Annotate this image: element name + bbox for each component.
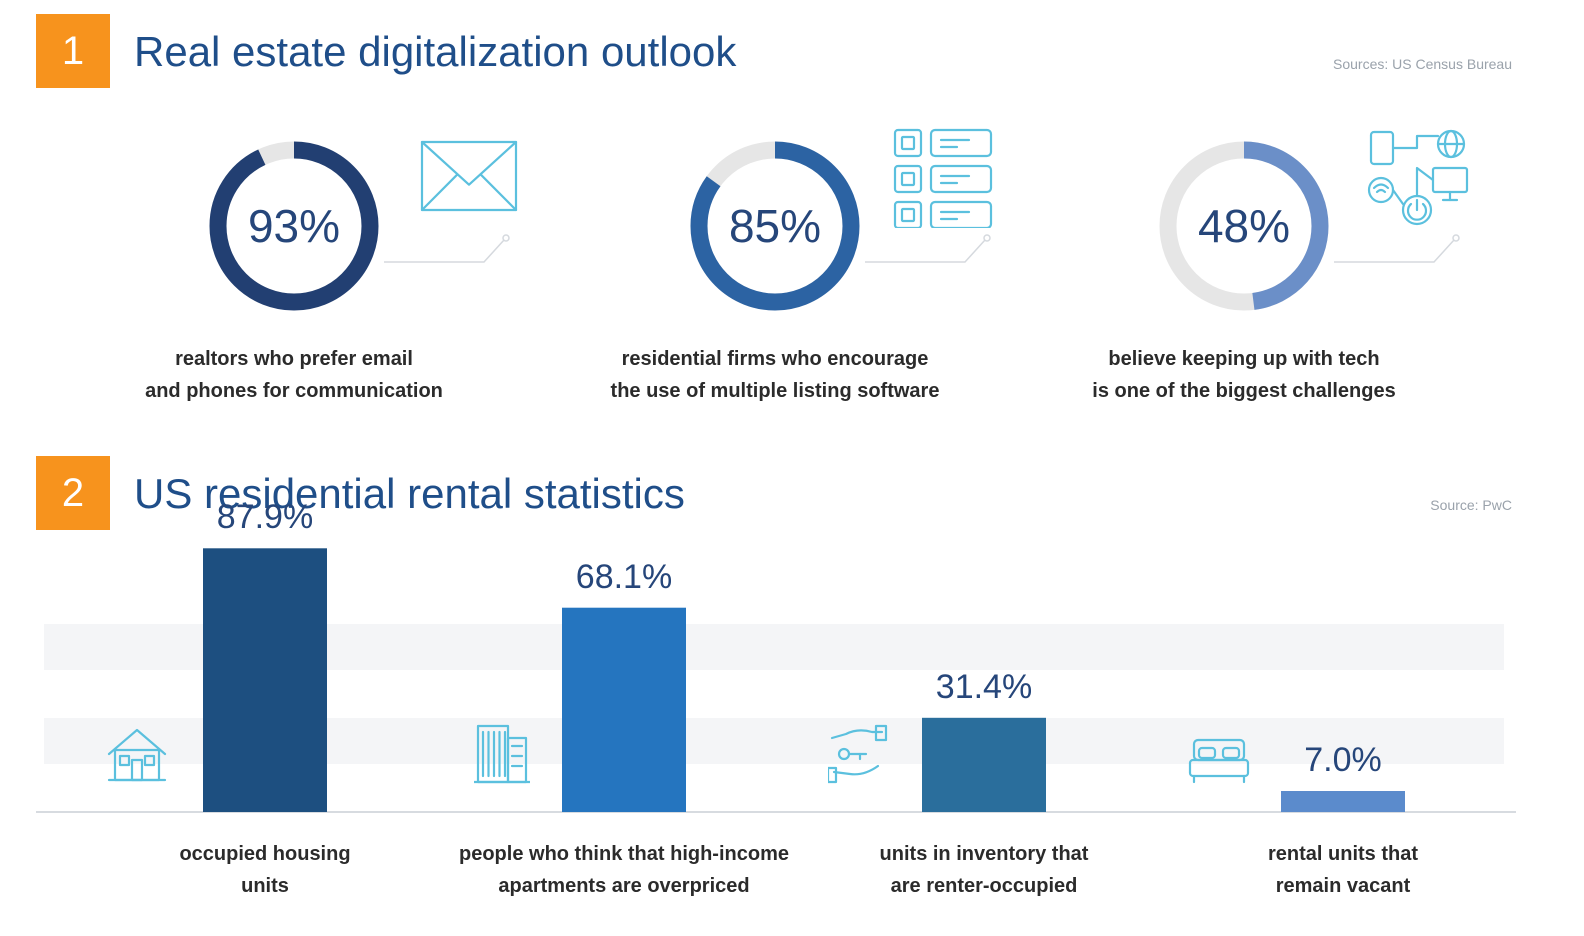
donut-arc xyxy=(209,141,379,311)
bar-value-label: 87.9% xyxy=(216,498,314,537)
connector-line xyxy=(1334,234,1460,263)
bar-category-label: rental units that remain vacant xyxy=(1267,843,1418,897)
bar xyxy=(203,548,327,812)
bar-category-label: units in inventory that are renter-occupi… xyxy=(879,843,1089,897)
bar-category-label: people who think that high-income apartme… xyxy=(459,843,789,897)
stat-donut: 85% xyxy=(683,134,867,318)
stat-percentage: 48% xyxy=(1197,200,1291,252)
bar-value-label: 31.4% xyxy=(935,667,1033,706)
stat-percentage: 85% xyxy=(728,200,822,252)
bar-value-label: 7.0% xyxy=(1304,741,1382,779)
rental-statistics-bar-chart xyxy=(36,548,1516,813)
bar xyxy=(922,717,1046,812)
bed-icon xyxy=(1188,738,1250,784)
section-title: Real estate digitalization outlook xyxy=(134,28,737,75)
connector-line xyxy=(865,234,991,263)
donut-arc xyxy=(690,141,860,311)
stat-donut: 48% xyxy=(1152,134,1336,318)
stat-percentage: 93% xyxy=(247,200,341,252)
section-title: US residential rental statistics xyxy=(134,470,685,517)
listing-software-icon xyxy=(893,128,993,228)
source-note: Source: PwC xyxy=(1430,497,1512,513)
source-note: Sources: US Census Bureau xyxy=(1333,56,1512,72)
section-number-badge: 1 xyxy=(36,14,110,88)
bar xyxy=(1281,791,1405,812)
stat-donut: 93% xyxy=(202,134,386,318)
stat-caption: believe keeping up with tech is one of th… xyxy=(1092,348,1396,402)
connector-line xyxy=(384,234,510,263)
envelope-icon xyxy=(420,140,518,212)
donut-arc xyxy=(1159,141,1329,311)
devices-network-icon xyxy=(1367,128,1469,228)
bar-category-label: occupied housing units xyxy=(179,843,351,897)
stat-caption: realtors who prefer email and phones for … xyxy=(145,348,443,402)
hand-key-icon xyxy=(828,724,888,784)
house-icon xyxy=(107,724,167,784)
office-building-icon xyxy=(474,724,530,784)
bar xyxy=(562,607,686,812)
section-number-badge: 2 xyxy=(36,456,110,530)
stat-caption: residential firms who encourage the use o… xyxy=(610,348,940,402)
bar-value-label: 68.1% xyxy=(575,557,673,596)
